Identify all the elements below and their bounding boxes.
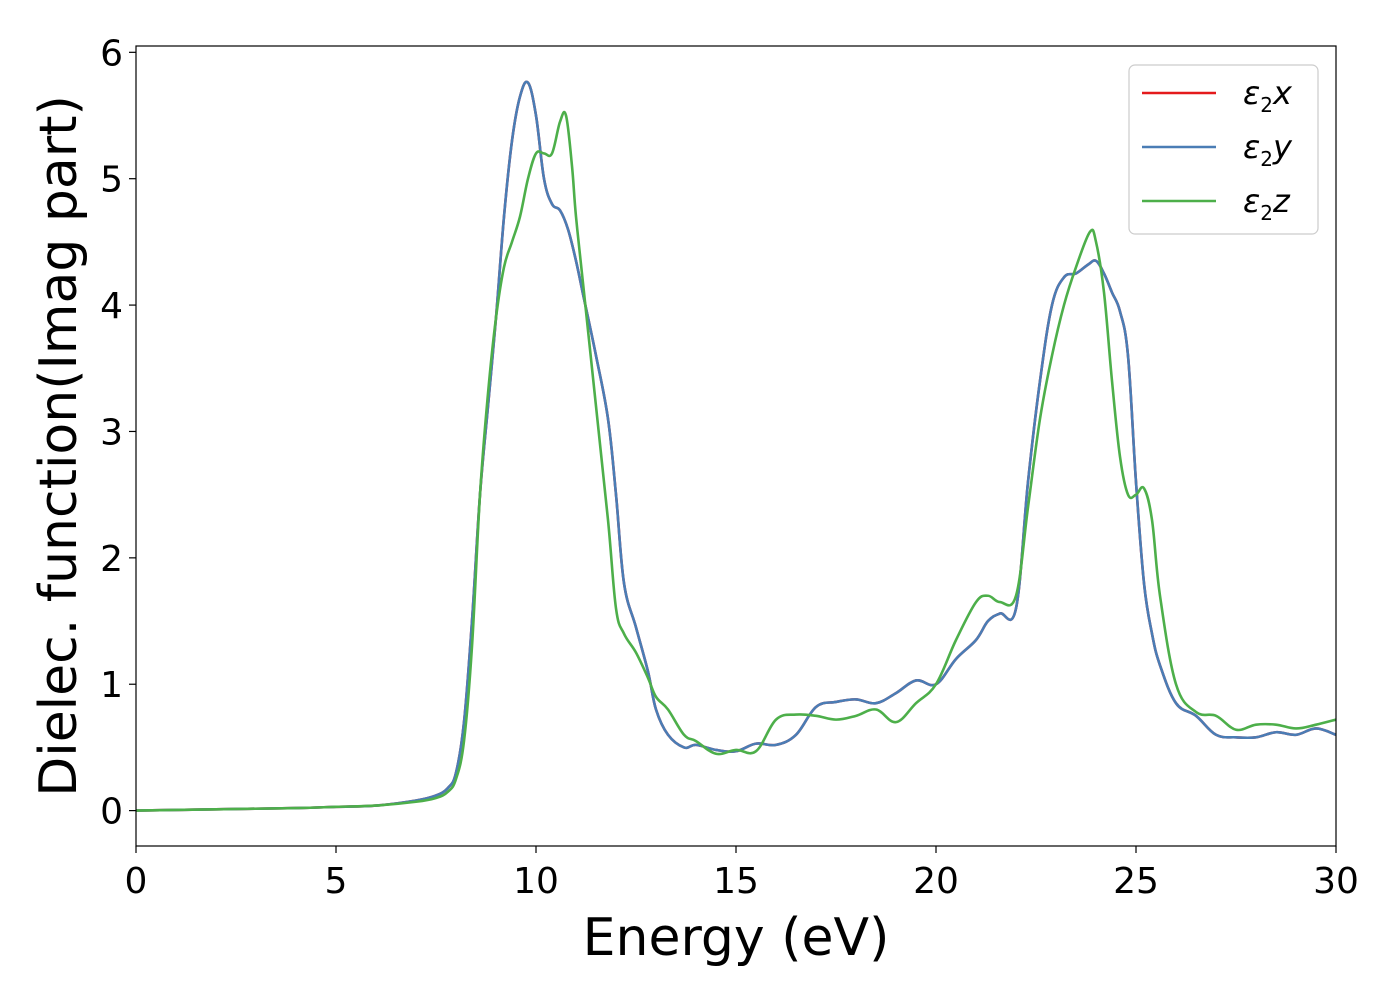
legend-label-y: ε2y [1243,128,1293,171]
legend-label-z: ε2z [1243,182,1291,225]
ticks-layer: 0 5 10 15 20 25 30 0 1 2 3 4 5 6 [100,33,1359,902]
series-layer [136,80,1336,812]
series-line-z [136,110,1336,812]
legend-label-x: ε2x [1243,74,1293,117]
y-tick-label: 2 [100,539,123,580]
x-tick-label: 15 [713,861,759,902]
x-tick-label: 25 [1113,861,1159,902]
legend: ε2x ε2y ε2z [1128,64,1319,235]
x-tick-label: 30 [1313,861,1359,902]
y-tick-label: 4 [100,286,123,327]
x-tick-label: 20 [913,861,959,902]
legend-box [1128,64,1319,235]
x-tick-label: 5 [325,861,348,902]
x-tick-label: 0 [125,861,148,902]
y-tick-label: 1 [100,665,123,706]
y-axis-label: Dielec. function(Imag part) [29,95,89,797]
y-tick-label: 5 [100,160,123,201]
y-tick-label: 0 [100,792,123,833]
y-tick-label: 3 [100,412,123,453]
y-tick-label: 6 [100,33,123,74]
x-axis-label: Energy (eV) [583,908,890,968]
x-tick-label: 10 [513,861,559,902]
